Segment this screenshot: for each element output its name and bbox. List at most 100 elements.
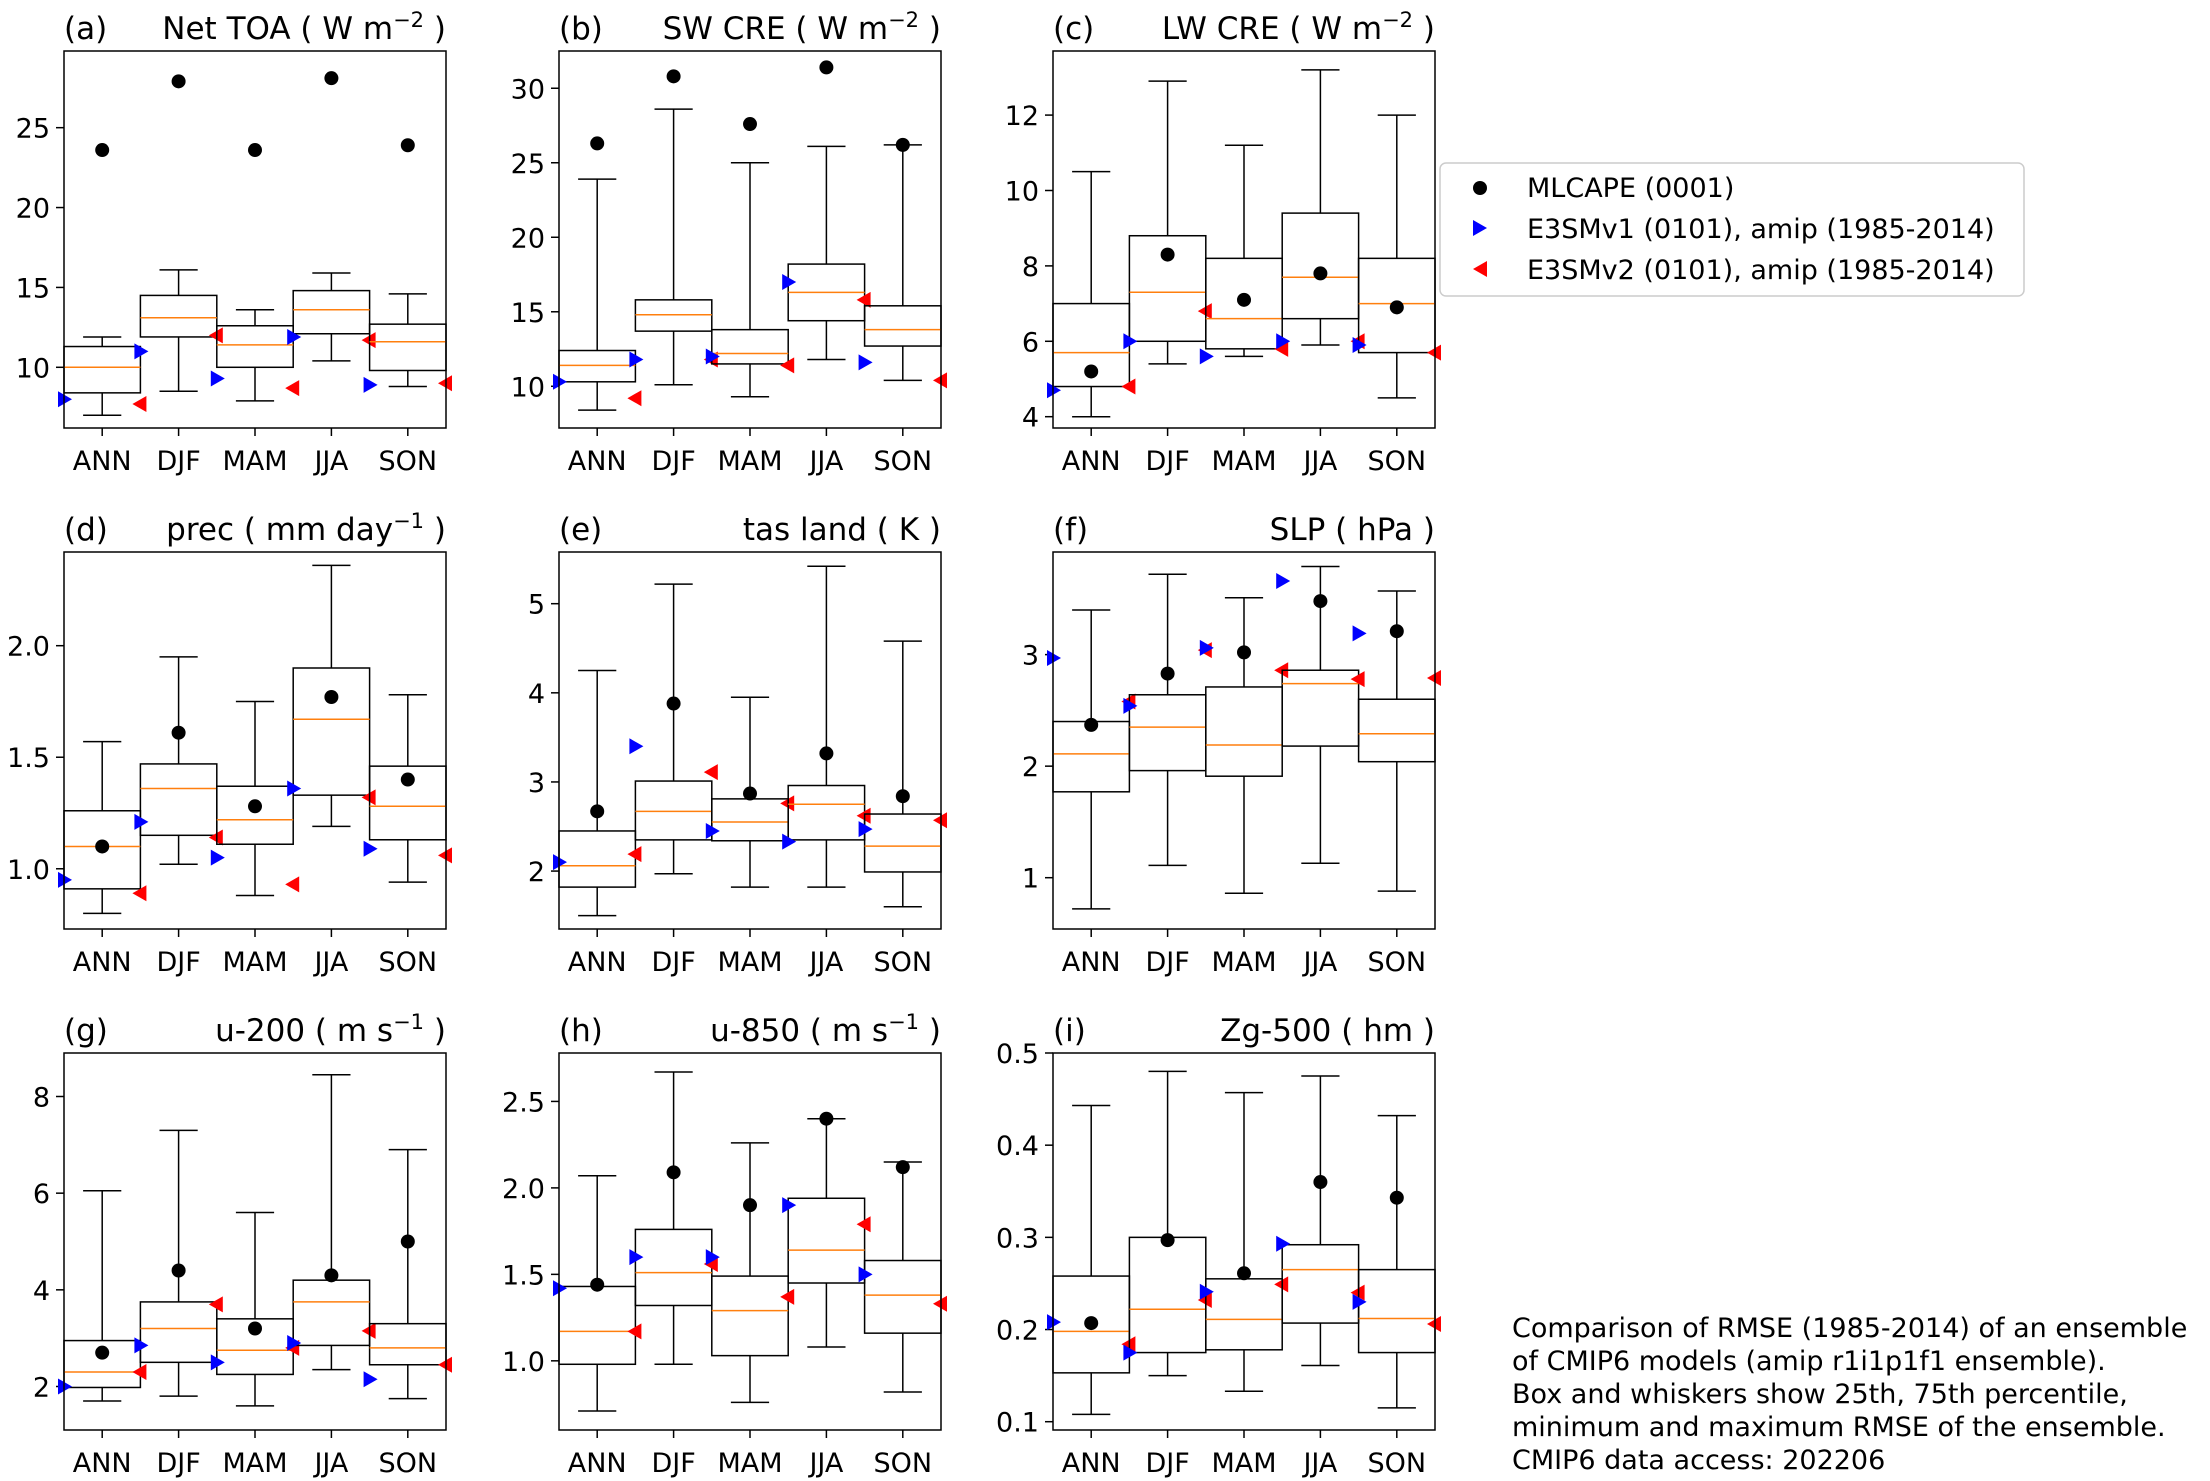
y-tick-label: 0.2 bbox=[996, 1316, 1039, 1347]
x-tick-label: SON bbox=[379, 446, 438, 477]
y-tick-label: 10 bbox=[16, 353, 50, 384]
e3smv2-point bbox=[780, 357, 795, 374]
x-tick-label: JJA bbox=[312, 446, 348, 477]
mlcape-point bbox=[666, 1165, 681, 1180]
mlcape-point bbox=[590, 136, 605, 151]
box-iqr bbox=[1281, 1243, 1360, 1324]
box-iqr bbox=[634, 1228, 713, 1307]
mlcape-point bbox=[171, 74, 186, 89]
y-tick-label: 12 bbox=[1005, 101, 1039, 132]
box-iqr bbox=[1281, 212, 1360, 320]
box-iqr bbox=[863, 1259, 942, 1334]
y-tick-label: 4 bbox=[528, 679, 545, 710]
mlcape-point bbox=[819, 1111, 834, 1126]
panel-letter: (a) bbox=[64, 11, 107, 47]
y-tick-label: 1.5 bbox=[502, 1260, 545, 1291]
e3smv1-point bbox=[858, 354, 873, 371]
box-iqr bbox=[292, 1279, 371, 1347]
x-tick-label: DJF bbox=[1145, 947, 1189, 978]
mlcape-point bbox=[400, 1234, 415, 1249]
e3smv2-point bbox=[856, 807, 871, 824]
e3smv1-point bbox=[1047, 1314, 1061, 1331]
x-tick-label: MAM bbox=[222, 1448, 287, 1479]
axes-frame bbox=[63, 1052, 447, 1431]
caption-line: CMIP6 data access: 202206 bbox=[1512, 1445, 1886, 1476]
e3smv2-point bbox=[1350, 1284, 1365, 1301]
axes-frame bbox=[63, 50, 447, 429]
box-iqr bbox=[787, 1197, 866, 1284]
y-tick-label: 0.5 bbox=[996, 1039, 1039, 1070]
e3smv1-point bbox=[363, 1371, 378, 1388]
mlcape-point bbox=[743, 117, 757, 132]
e3smv2-point bbox=[1350, 671, 1365, 688]
y-tick-label: 3 bbox=[1022, 641, 1039, 672]
e3smv2-point bbox=[933, 812, 947, 829]
e3smv2-point bbox=[208, 829, 223, 846]
e3smv1-point bbox=[363, 376, 378, 393]
box-iqr bbox=[711, 328, 789, 365]
e3smv1-point bbox=[1352, 1293, 1367, 1310]
box-iqr bbox=[1205, 1278, 1283, 1351]
axes-frame bbox=[63, 551, 447, 930]
axes-frame bbox=[1052, 1052, 1436, 1431]
x-tick-label: SON bbox=[874, 446, 933, 477]
e3smv2-point bbox=[208, 327, 223, 344]
y-tick-label: 0.4 bbox=[996, 1131, 1039, 1162]
e3smv2-point bbox=[132, 396, 147, 413]
box-iqr bbox=[1357, 698, 1436, 763]
x-tick-label: DJF bbox=[156, 947, 200, 978]
mlcape-point bbox=[1237, 1266, 1251, 1281]
box-iqr bbox=[368, 323, 447, 372]
x-tick-label: DJF bbox=[156, 1448, 200, 1479]
y-tick-label: 2 bbox=[33, 1373, 50, 1404]
y-tick-label: 2.0 bbox=[7, 632, 50, 663]
mlcape-point bbox=[1084, 364, 1099, 379]
e3smv2-point bbox=[361, 332, 376, 349]
e3smv2-point bbox=[285, 876, 300, 893]
e3smv2-point bbox=[856, 1216, 871, 1233]
mlcape-point bbox=[1313, 1175, 1328, 1190]
y-tick-label: 5 bbox=[528, 590, 545, 621]
legend-e3smv1-label: E3SMv1 (0101), amip (1985-2014) bbox=[1527, 214, 1995, 245]
y-tick-label: 2.5 bbox=[502, 1087, 545, 1118]
e3smv1-point bbox=[1199, 1283, 1214, 1300]
legend-e3smv1-marker bbox=[1473, 220, 1487, 236]
e3smv2-point bbox=[1121, 378, 1136, 395]
chart-panel: (g) u-200 ( m s−1 ) 2 4 6 8 ANN DJF MAM JJA SON bbox=[33, 1010, 452, 1479]
x-tick-label: SON bbox=[379, 1448, 438, 1479]
x-tick-label: MAM bbox=[1211, 1448, 1276, 1479]
mlcape-point bbox=[895, 789, 910, 804]
y-tick-label: 2 bbox=[1022, 752, 1039, 783]
e3smv2-point bbox=[285, 380, 300, 397]
y-tick-label: 8 bbox=[1022, 252, 1039, 283]
e3smv1-point bbox=[629, 1249, 644, 1266]
e3smv2-point bbox=[627, 846, 642, 863]
mlcape-point bbox=[819, 746, 834, 761]
e3smv1-point bbox=[134, 343, 149, 360]
x-tick-label: ANN bbox=[568, 446, 627, 477]
x-tick-label: ANN bbox=[73, 1448, 132, 1479]
e3smv1-point bbox=[629, 351, 644, 368]
mlcape-point bbox=[324, 690, 339, 704]
mlcape-point bbox=[819, 60, 834, 75]
y-tick-label: 4 bbox=[33, 1276, 50, 1307]
x-tick-label: MAM bbox=[222, 446, 287, 477]
x-tick-label: JJA bbox=[312, 1448, 348, 1479]
box-iqr bbox=[139, 763, 218, 837]
panel-title: Zg-500 ( hm ) bbox=[1220, 1013, 1435, 1049]
mlcape-point bbox=[95, 1345, 110, 1360]
legend: MLCAPE (0001) E3SMv1 (0101), amip (1985-… bbox=[1439, 162, 2025, 297]
x-tick-label: JJA bbox=[312, 947, 348, 978]
box-iqr bbox=[1128, 694, 1207, 772]
mlcape-point bbox=[400, 772, 415, 787]
y-tick-label: 1.0 bbox=[502, 1347, 545, 1378]
legend-mlcape-marker bbox=[1473, 181, 1487, 195]
panel-letter: (b) bbox=[559, 11, 603, 47]
y-tick-label: 10 bbox=[1005, 176, 1039, 207]
y-tick-label: 1.5 bbox=[7, 743, 50, 774]
caption-line: Comparison of RMSE (1985-2014) of an ens… bbox=[1512, 1313, 2188, 1344]
panel-letter: (h) bbox=[559, 1013, 603, 1049]
e3smv1-point bbox=[287, 328, 302, 345]
caption-line: minimum and maximum RMSE of the ensemble… bbox=[1512, 1412, 2166, 1443]
e3smv1-point bbox=[1123, 1344, 1138, 1361]
